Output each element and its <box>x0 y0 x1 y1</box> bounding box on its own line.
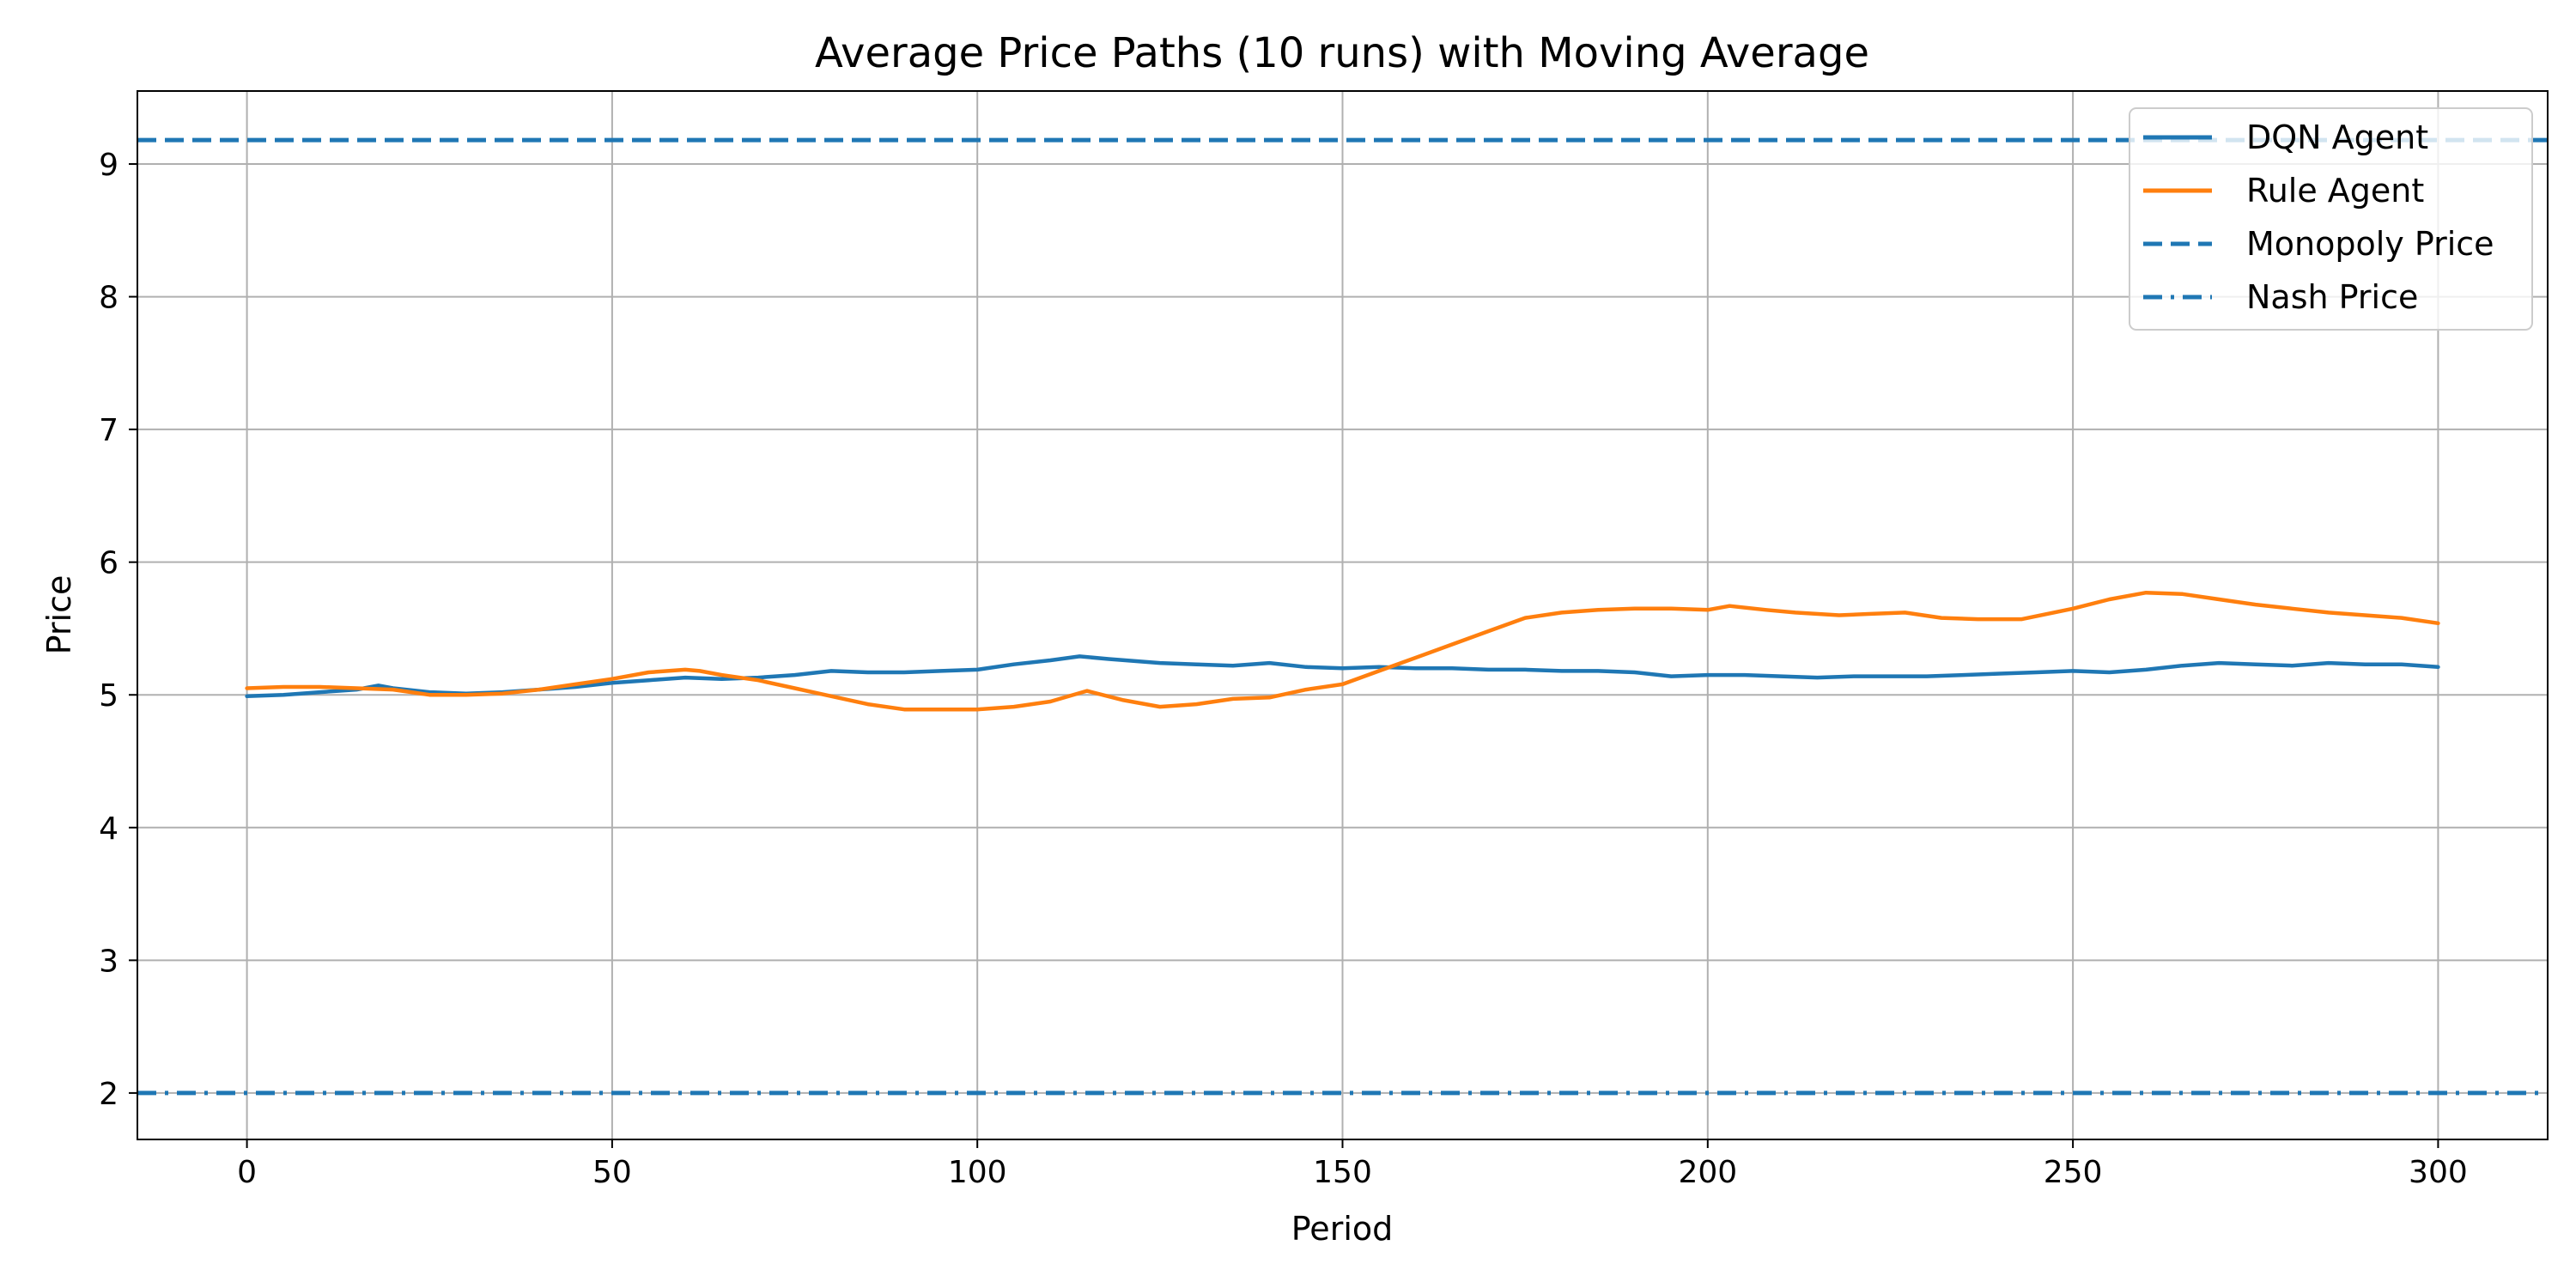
x-tick-label: 0 <box>237 1155 257 1190</box>
y-tick-label: 8 <box>99 281 118 316</box>
y-tick-label: 4 <box>99 811 118 847</box>
y-tick-label: 3 <box>99 944 118 979</box>
legend-label-dqn-agent: DQN Agent <box>2246 118 2428 156</box>
x-tick-label: 50 <box>592 1155 632 1190</box>
x-tick-label: 200 <box>1678 1155 1737 1190</box>
legend-label-monopoly-price: Monopoly Price <box>2246 225 2494 263</box>
chart-title: Average Price Paths (10 runs) with Movin… <box>815 29 1869 77</box>
y-tick-label: 7 <box>99 413 118 448</box>
legend: DQN Agent Rule Agent Monopoly Price Nash Pr… <box>2129 107 2533 331</box>
rule-agent-line <box>245 590 2440 712</box>
y-tick-label: 9 <box>99 148 118 183</box>
y-axis-label: Price <box>40 575 78 655</box>
legend-box <box>2129 107 2533 331</box>
legend-label-rule-agent: Rule Agent <box>2246 172 2424 210</box>
y-tick-label: 6 <box>99 546 118 581</box>
x-tick-label: 250 <box>2044 1155 2103 1190</box>
dqn-agent-line <box>245 654 2440 699</box>
y-tick-label: 2 <box>99 1077 118 1112</box>
x-tick-label: 100 <box>948 1155 1007 1190</box>
legend-label-nash-price: Nash Price <box>2246 278 2418 316</box>
x-tick-label: 150 <box>1313 1155 1372 1190</box>
axis-ticks: 0 50 100 150 200 250 300 2 3 4 5 6 7 8 9 <box>99 148 2468 1190</box>
x-tick-label: 300 <box>2409 1155 2468 1190</box>
x-axis-label: Period <box>1291 1210 1394 1248</box>
y-tick-label: 5 <box>99 678 118 714</box>
